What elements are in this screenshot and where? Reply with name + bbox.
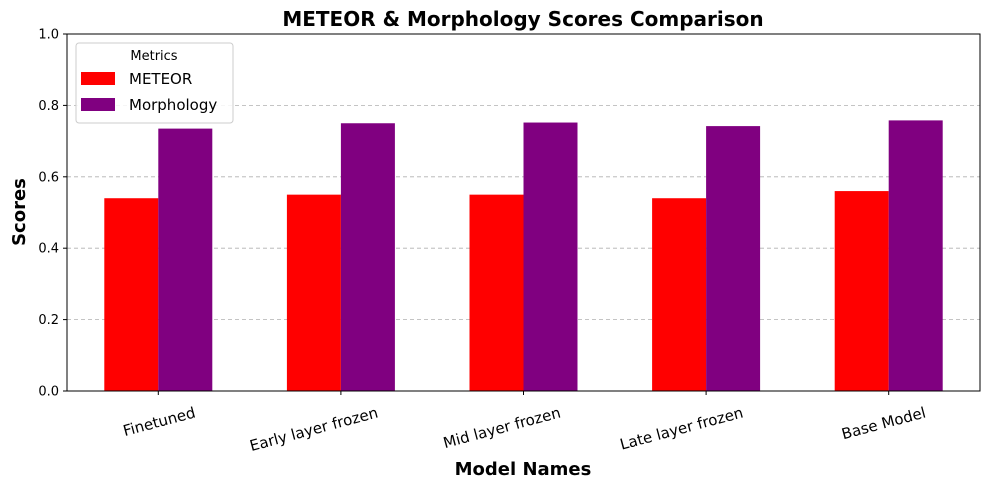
legend: Metrics METEOR Morphology bbox=[75, 42, 234, 124]
x-tick-label: Early layer frozen bbox=[248, 403, 380, 455]
legend-swatch-meteor bbox=[81, 72, 115, 85]
legend-label-meteor: METEOR bbox=[129, 70, 192, 88]
bar-meteor-late-layer-frozen bbox=[652, 198, 707, 391]
y-tick-label: 0.6 bbox=[38, 170, 59, 185]
x-tick-label: Mid layer frozen bbox=[441, 403, 562, 452]
y-axis: 0.0 0.2 0.4 0.6 0.8 1.0 bbox=[38, 28, 67, 400]
bars bbox=[104, 120, 943, 392]
legend-swatch-morphology bbox=[81, 98, 115, 111]
legend-label-morphology: Morphology bbox=[129, 96, 217, 114]
bar-morphology-base-model bbox=[888, 120, 943, 392]
x-tick-label: Late layer frozen bbox=[618, 403, 745, 453]
bar-morphology-mid-layer-frozen bbox=[523, 122, 578, 391]
y-tick-label: 1.0 bbox=[38, 28, 59, 43]
y-tick-label: 0.4 bbox=[38, 242, 59, 257]
y-tick-label: 0.2 bbox=[38, 313, 59, 328]
x-tick-label: Finetuned bbox=[121, 403, 197, 440]
bar-meteor-early-layer-frozen bbox=[286, 194, 341, 391]
legend-frame bbox=[75, 42, 234, 124]
bar-meteor-base-model bbox=[834, 191, 889, 391]
bar-morphology-early-layer-frozen bbox=[340, 123, 395, 391]
y-axis-label: Scores bbox=[9, 178, 30, 246]
y-tick-label: 0.0 bbox=[38, 385, 59, 400]
bar-meteor-finetuned bbox=[104, 198, 159, 391]
x-tick-label: Base Model bbox=[840, 403, 928, 443]
chart-title: METEOR & Morphology Scores Comparison bbox=[282, 7, 763, 31]
x-axis: Finetuned Early layer frozen Mid layer fro… bbox=[121, 391, 928, 455]
y-tick-label: 0.8 bbox=[38, 99, 59, 114]
x-axis-label: Model Names bbox=[455, 459, 592, 480]
legend-title: Metrics bbox=[130, 49, 177, 64]
bar-morphology-late-layer-frozen bbox=[706, 126, 761, 391]
bar-morphology-finetuned bbox=[158, 128, 213, 392]
bar-meteor-mid-layer-frozen bbox=[469, 194, 524, 391]
